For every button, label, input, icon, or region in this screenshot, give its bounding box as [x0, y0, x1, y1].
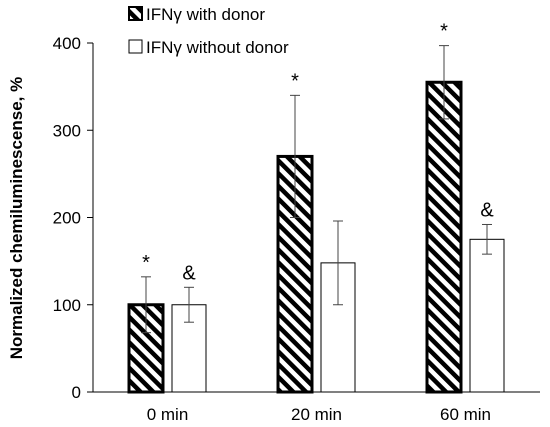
significance-marker: *	[440, 21, 448, 43]
y-tick-label: 400	[53, 34, 81, 53]
bar-with-donor	[425, 80, 463, 394]
legend-label: IFNγ without donor	[146, 38, 289, 57]
bars: * & * * &	[127, 21, 505, 394]
bar-without-donor	[469, 238, 505, 393]
significance-marker: &	[480, 199, 494, 221]
y-tick-label: 200	[53, 209, 81, 228]
y-tick-label: 100	[53, 296, 81, 315]
legend: IFNγ with donor IFNγ without donor	[128, 5, 289, 57]
y-tick-label: 300	[53, 121, 81, 140]
significance-marker: &	[182, 262, 196, 284]
y-tick-label: 0	[72, 383, 81, 402]
significance-marker: *	[142, 252, 150, 274]
x-tick-label: 0 min	[147, 405, 189, 424]
x-axis: 0 min 20 min 60 min	[93, 391, 540, 424]
legend-swatch	[128, 39, 143, 54]
legend-label: IFNγ with donor	[146, 5, 265, 24]
x-tick-label: 60 min	[440, 405, 491, 424]
legend-swatch	[128, 6, 143, 21]
x-tick-label: 20 min	[291, 405, 342, 424]
significance-marker: *	[291, 70, 299, 92]
y-axis-label: Normalized chemiluminescense, %	[7, 77, 26, 360]
y-axis: 0 100 200 300 400	[53, 34, 94, 402]
